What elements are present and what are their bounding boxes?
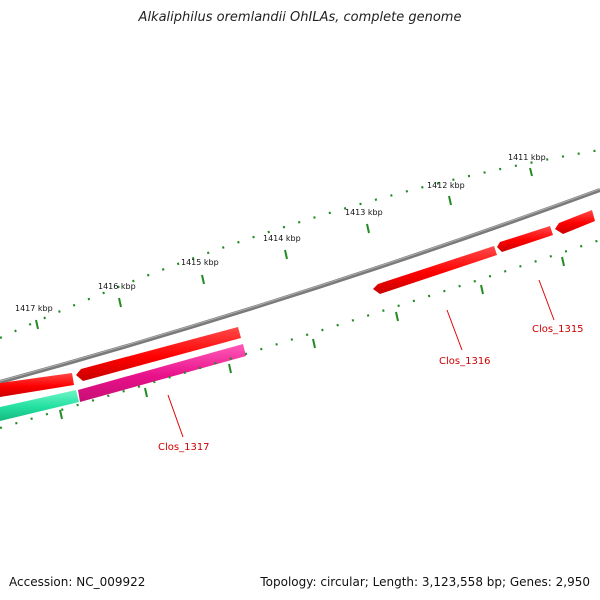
scale-label-1415: 1415 kbp [181,258,219,267]
inner-major-tick-5 [228,363,232,374]
gene-label-clos-1316: Clos_1316 [439,356,491,367]
inner-major-tick-1 [561,256,565,267]
scale-labels: 1411 kbp 1412 kbp 1413 kbp 1414 kbp 1415… [15,153,546,313]
outer-scale-ticks [0,148,600,339]
scale-label-1411: 1411 kbp [508,153,546,162]
inner-major-tick-3 [395,311,399,322]
inner-scale-ticks [0,238,600,430]
gene-labels: Clos_1315 Clos_1316 Clos_1317 [158,324,584,453]
scale-label-1416: 1416 kbp [98,282,136,291]
cds-clos-1315b [497,226,553,252]
map-title: Alkaliphilus oremlandii OhILAs, complete… [138,10,462,25]
scale-label-1413: 1413 kbp [345,208,383,217]
major-tick-1414 [284,249,288,260]
cds-clos-1315 [555,210,595,234]
accession-text: Accession: NC_009922 [9,575,146,589]
inner-major-tick-2 [480,284,484,295]
leader-clos-1317 [167,394,184,438]
cds-clos-1317-upper [76,327,241,381]
gene-label-clos-1315: Clos_1315 [532,324,584,335]
leader-clos-1315 [538,279,555,321]
cds-clos-1318 [0,390,79,421]
genome-backbone [0,188,600,384]
scale-label-1417: 1417 kbp [15,304,53,313]
major-tick-1413 [366,223,370,234]
cds-clos-1318-upper [0,373,74,397]
major-tick-1416 [118,297,122,308]
cds-clos-1316 [373,246,497,294]
major-tick-1417 [35,319,39,330]
major-tick-1412 [448,195,452,206]
inner-major-tick-7 [59,409,63,420]
gene-leaders [167,279,555,438]
gene-label-clos-1317: Clos_1317 [158,442,210,453]
major-tick-1411 [529,167,533,177]
leader-clos-1316 [446,309,463,351]
major-tick-1415 [201,274,205,285]
scale-label-1414: 1414 kbp [263,234,301,243]
genome-summary-text: Topology: circular; Length: 3,123,558 bp… [260,575,590,589]
inner-major-tick-6 [144,387,148,398]
cds-features [0,210,595,421]
inner-major-tick-4 [312,338,316,349]
cds-clos-1317 [78,344,246,402]
scale-label-1412: 1412 kbp [427,181,465,190]
